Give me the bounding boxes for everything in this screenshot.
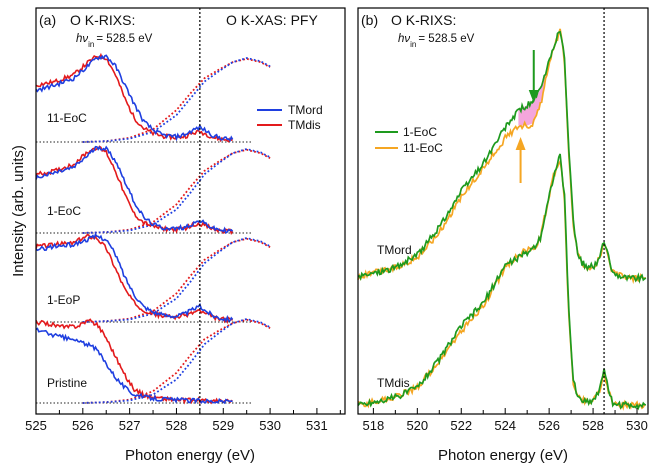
panel-a-title-right: O K-XAS: PFY <box>226 12 318 28</box>
panel-a-excitation-symbol: hν <box>76 33 88 45</box>
spectrum-1-eoc-tmord <box>357 30 647 284</box>
rixs-tmdis-pristine <box>35 318 233 405</box>
xas-tmord-1-eoc <box>82 148 271 234</box>
panel-b-x-ticks: 518 520 522 524 526 528 530 <box>363 408 648 433</box>
panel-a-excitation: hνin = 528.5 eV <box>76 33 153 49</box>
panel-a: 525 526 527 528 529 530 531 (a) O K-RIXS: hνin… <box>10 7 346 464</box>
panel-b-x-tick-label: 518 <box>363 418 385 433</box>
curve-label-tmdis: TMdis <box>377 376 410 390</box>
xas-tmdis-11-eoc <box>82 57 271 143</box>
panel-b: 518 520 522 524 526 528 530 (b) O K-RIXS: hνin… <box>357 7 649 464</box>
spectrum-1-eoc-tmdis <box>357 153 647 411</box>
panel-b-plot-area <box>357 8 647 414</box>
panel-b-x-axis-label: Photon energy (eV) <box>438 447 568 464</box>
curve-label-1-eop: 1-EoP <box>47 293 80 307</box>
panel-b-x-tick-label: 522 <box>450 418 472 433</box>
panel-b-label: (b) <box>361 12 378 28</box>
xas-tmord-1-eop <box>82 237 271 323</box>
panel-b-excitation-symbol: hν <box>398 33 410 45</box>
xas-tmord-pristine <box>82 318 271 404</box>
panel-a-x-tick-label: 527 <box>119 418 141 433</box>
curve-label-11-eoc: 11-EoC <box>47 111 87 125</box>
panel-a-x-tick-label: 528 <box>166 418 188 433</box>
panel-a-excitation-subscript: in <box>88 40 94 49</box>
panel-b-title-left: O K-RIXS: <box>391 12 456 28</box>
panel-a-label: (a) <box>39 12 56 28</box>
legend-label-tmord: TMord <box>288 103 323 117</box>
panel-b-x-tick-label: 526 <box>538 418 560 433</box>
arrow-down-head <box>528 90 539 103</box>
panel-a-x-tick-label: 530 <box>259 418 281 433</box>
curve-label-1-eoc: 1-EoC <box>47 204 81 218</box>
arrow-up-head <box>515 137 526 150</box>
rixs-tmord-1-eoc <box>35 145 234 235</box>
panel-b-excitation-subscript: in <box>410 40 416 49</box>
xas-tmdis-1-eop <box>82 237 271 323</box>
panel-a-x-tick-label: 525 <box>25 418 47 433</box>
panel-b-x-tick-label: 524 <box>494 418 516 433</box>
rixs-tmdis-11-eoc <box>35 52 233 143</box>
panel-a-title-left: O K-RIXS: <box>70 12 135 28</box>
xas-tmord-11-eoc <box>82 57 271 143</box>
panel-a-x-ticks: 525 526 527 528 529 530 531 <box>25 408 341 433</box>
rixs-tmord-1-eop <box>35 232 234 323</box>
panel-a-plot-area <box>35 8 271 414</box>
panel-a-x-tick-label: 526 <box>72 418 94 433</box>
rixs-tmdis-1-eop <box>35 233 234 325</box>
legend-label-11-eoc: 11-EoC <box>403 141 443 155</box>
difference-fill <box>518 69 547 126</box>
panel-a-x-axis-label: Photon energy (eV) <box>125 447 255 464</box>
panel-a-frame <box>35 7 346 415</box>
curve-label-tmord: TMord <box>377 243 412 257</box>
panel-a-x-tick-label: 531 <box>306 418 328 433</box>
legend-label-tmdis: TMdis <box>288 118 321 132</box>
spectrum-11-eoc-tmdis <box>357 159 647 411</box>
panel-b-excitation-value: = 528.5 eV <box>418 33 474 45</box>
panel-b-x-tick-label: 530 <box>626 418 648 433</box>
panel-b-x-tick-label: 528 <box>582 418 604 433</box>
panel-b-excitation: hνin = 528.5 eV <box>398 33 475 49</box>
panel-a-y-axis-label: Intensity (arb. units) <box>10 145 27 277</box>
rixs-tmord-11-eoc <box>35 54 234 142</box>
panel-a-legend: TMord TMdis <box>257 103 323 132</box>
panel-a-excitation-value: = 528.5 eV <box>96 33 152 45</box>
legend-label-1-eoc: 1-EoC <box>403 125 437 139</box>
panel-b-frame <box>357 7 649 415</box>
xas-tmdis-pristine <box>82 318 271 404</box>
panel-b-legend: 1-EoC 11-EoC <box>375 125 443 155</box>
panel-a-x-tick-label: 529 <box>212 418 234 433</box>
panel-b-x-tick-label: 520 <box>406 418 428 433</box>
curve-label-pristine: Pristine <box>47 376 87 390</box>
